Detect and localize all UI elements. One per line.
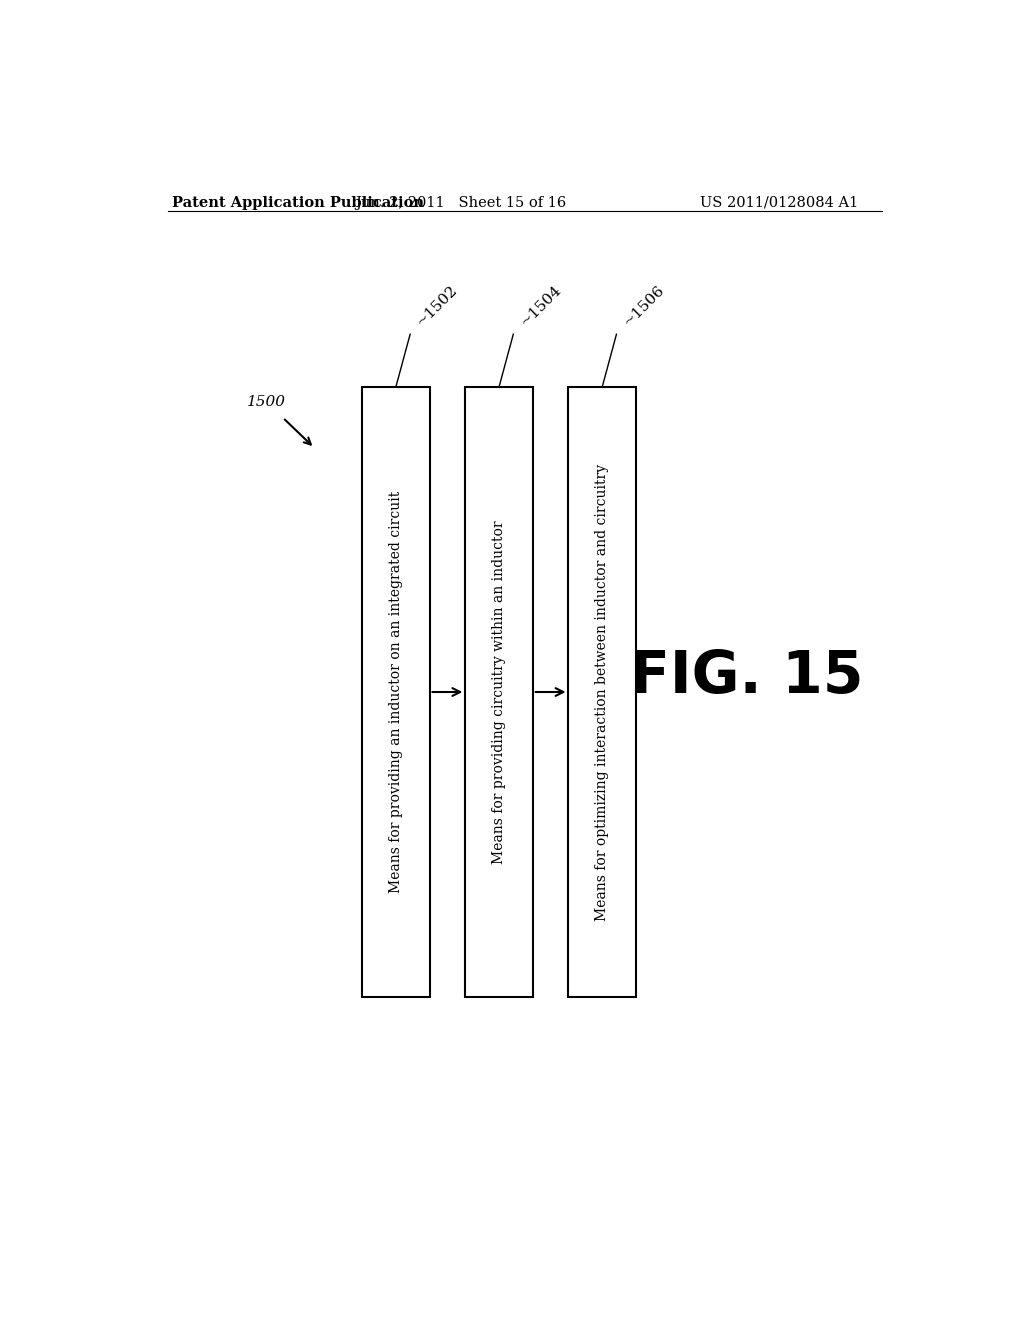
Bar [568,387,636,997]
Text: Means for optimizing interaction between inductor and circuitry: Means for optimizing interaction between… [595,463,609,920]
Text: ~1506: ~1506 [621,282,667,329]
Bar [465,387,532,997]
Text: FIG. 15: FIG. 15 [630,648,864,705]
Text: Means for providing an inductor on an integrated circuit: Means for providing an inductor on an in… [389,491,402,894]
Text: ~1502: ~1502 [414,282,461,329]
Text: Patent Application Publication: Patent Application Publication [172,195,424,210]
Text: Means for providing circuitry within an inductor: Means for providing circuitry within an … [492,520,506,863]
Text: ~1504: ~1504 [517,282,563,329]
Text: US 2011/0128084 A1: US 2011/0128084 A1 [699,195,858,210]
Bar [362,387,430,997]
Text: Jun. 2, 2011   Sheet 15 of 16: Jun. 2, 2011 Sheet 15 of 16 [355,195,567,210]
Text: 1500: 1500 [248,395,287,409]
